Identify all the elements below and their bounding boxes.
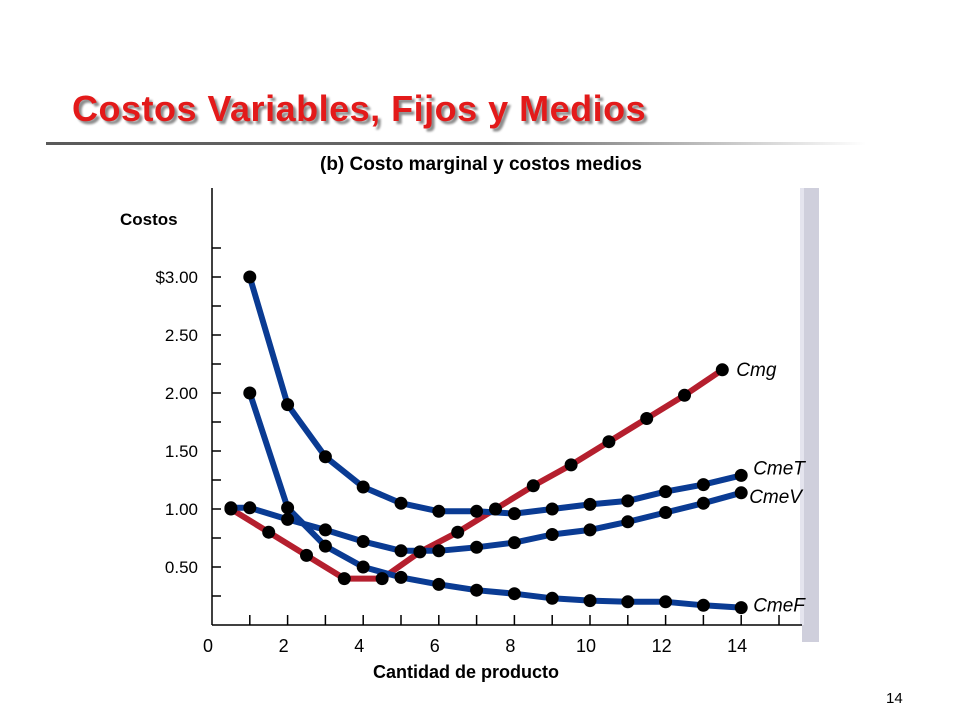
point-cmg: [715, 363, 729, 377]
point-cmef: [696, 598, 710, 612]
point-cmet: [243, 270, 257, 284]
point-cmef: [507, 587, 521, 601]
point-cmet: [507, 507, 521, 521]
x-tick-label: 14: [727, 636, 747, 656]
slide-title: Costos Variables, Fijos y Medios: [72, 88, 647, 129]
point-cmef: [318, 539, 332, 553]
point-cmg: [300, 548, 313, 562]
point-cmev: [507, 536, 521, 550]
y-tick-label: 2.50: [165, 326, 198, 345]
series-label-cmev: CmeV: [749, 487, 804, 508]
point-cmev: [356, 535, 370, 548]
x-tick-label: 8: [505, 636, 515, 656]
point-cmev: [734, 486, 748, 500]
point-cmef: [734, 601, 748, 615]
point-cmet: [734, 468, 748, 482]
point-cmg: [375, 572, 389, 586]
plot-shadow-right: [802, 188, 819, 642]
x-tick-label: 0: [203, 636, 213, 656]
point-cmet: [583, 497, 597, 511]
point-cmg: [337, 572, 351, 586]
point-cmet: [394, 496, 408, 510]
point-cmef: [583, 594, 597, 608]
chart-title: (b) Costo marginal y costos medios: [320, 154, 642, 175]
point-cmet: [470, 504, 484, 518]
x-tick-label: 12: [652, 636, 672, 656]
page-number: 14: [886, 690, 903, 707]
point-cmg: [526, 479, 540, 493]
y-tick-label: $3.00: [155, 268, 198, 287]
series-line-cmg: [227, 366, 726, 582]
series-label-cmef: CmeF: [753, 596, 806, 617]
point-cmg: [262, 525, 276, 539]
point-cmg: [602, 435, 616, 449]
series-label-cmg: Cmg: [736, 360, 777, 381]
point-cmev: [696, 496, 710, 510]
point-cmev: [583, 523, 597, 537]
series-label-cmet: CmeT: [753, 458, 806, 479]
point-cmet: [432, 504, 446, 518]
point-cmef: [432, 577, 446, 591]
point-cmg: [678, 388, 691, 402]
point-cmev: [224, 501, 238, 515]
point-cmet: [621, 494, 635, 508]
title-divider: [46, 142, 866, 145]
x-tick-label: 2: [279, 636, 289, 656]
point-cmg: [564, 458, 578, 472]
point-cmef: [621, 595, 635, 609]
point-cmef: [394, 570, 408, 584]
point-cmev: [432, 544, 446, 558]
point-cmef: [281, 501, 295, 515]
plot-shadow-edge: [800, 188, 804, 625]
point-cmev: [470, 540, 484, 554]
y-tick-label: 1.00: [165, 500, 198, 519]
point-cmev: [318, 523, 332, 537]
point-cmef: [356, 560, 370, 574]
y-tick-label: 0.50: [165, 558, 198, 577]
y-tick-label: 1.50: [165, 442, 198, 461]
point-cmet: [659, 485, 673, 499]
point-cmef: [470, 583, 484, 597]
point-cmev: [659, 506, 673, 519]
x-tick-label: 10: [576, 636, 596, 656]
point-cmef: [243, 386, 257, 400]
plot-area: [212, 188, 802, 625]
point-cmef: [545, 591, 559, 605]
point-cmet: [318, 450, 332, 464]
point-cmev: [545, 528, 559, 541]
point-cmef: [659, 595, 673, 609]
point-cmg: [451, 525, 465, 539]
point-cmg: [640, 412, 654, 425]
x-tick-label: 6: [430, 636, 440, 656]
point-cmet: [281, 398, 295, 412]
point-cmev: [243, 501, 257, 515]
x-tick-label: 4: [354, 636, 364, 656]
point-cmev: [281, 512, 295, 526]
point-cmet: [545, 502, 559, 516]
y-axis-label: Costos: [120, 210, 178, 229]
point-cmg: [489, 502, 502, 516]
point-cmev: [621, 515, 635, 529]
y-tick-label: 2.00: [165, 384, 198, 403]
point-cmet: [356, 480, 370, 494]
point-cmet: [696, 478, 710, 492]
point-cmev: [394, 544, 408, 558]
point-cmg: [413, 545, 427, 559]
x-axis-label: Cantidad de producto: [373, 662, 559, 682]
